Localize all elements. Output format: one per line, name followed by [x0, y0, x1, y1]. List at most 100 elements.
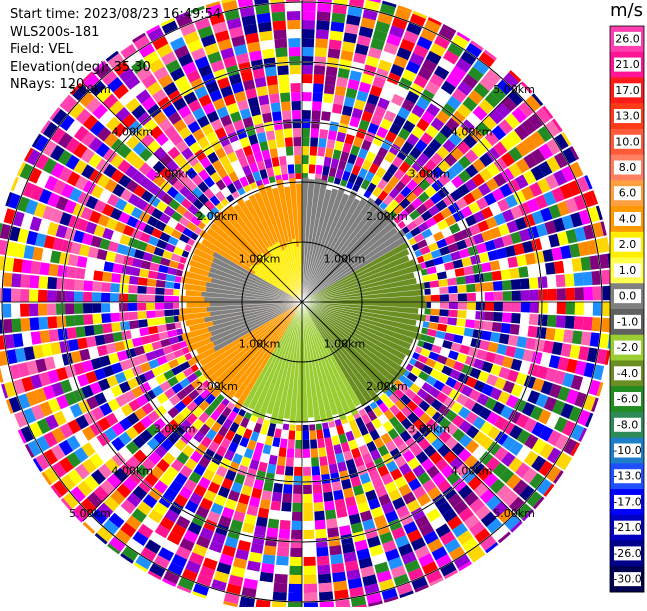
noise-gate — [529, 289, 539, 301]
noise-gate — [408, 478, 422, 491]
noise-gate — [448, 350, 459, 361]
noise-gate — [39, 262, 50, 276]
noise-gate — [244, 513, 257, 525]
noise-gate — [153, 247, 165, 257]
noise-gate — [302, 163, 309, 174]
noise-gate — [138, 319, 148, 328]
noise-gate — [184, 500, 199, 514]
noise-gate — [343, 487, 354, 499]
noise-gate — [529, 302, 539, 313]
noise-gate — [155, 295, 165, 302]
noise-gate — [445, 376, 457, 389]
noise-gate — [565, 302, 575, 315]
noise-gate — [85, 257, 97, 270]
noise-gate — [327, 130, 338, 141]
colorbar-tick-label: 1.0 — [619, 264, 637, 277]
noise-gate — [450, 189, 463, 202]
start-time-value: 2023/08/23 16:49:54 — [83, 7, 222, 22]
noise-gate — [230, 111, 242, 123]
noise-gate — [497, 531, 511, 544]
noise-gate — [20, 318, 31, 332]
noise-gate — [43, 431, 58, 448]
noise-gate — [468, 89, 484, 105]
noise-gate — [205, 549, 221, 562]
noise-gate — [136, 66, 152, 82]
noise-gate — [180, 22, 197, 37]
noise-gate — [132, 141, 147, 156]
noise-gate — [245, 88, 258, 100]
noise-gate — [302, 1, 316, 12]
signal-gate — [303, 190, 358, 299]
noise-gate — [137, 501, 153, 516]
noise-gate — [439, 124, 454, 139]
noise-gate — [570, 442, 580, 457]
noise-gate — [600, 269, 611, 285]
noise-gate — [110, 231, 123, 243]
noise-gate — [472, 416, 486, 430]
noise-gate — [536, 223, 548, 237]
noise-gate — [265, 130, 276, 141]
noise-gate — [406, 133, 420, 146]
noise-gate — [35, 233, 47, 248]
noise-gate — [2, 272, 13, 287]
noise-gate — [391, 156, 404, 168]
noise-gate — [546, 156, 561, 173]
noise-gate — [353, 456, 365, 468]
noise-gate — [193, 463, 206, 477]
noise-gate — [379, 531, 394, 544]
noise-gate — [60, 474, 76, 491]
noise-gate — [302, 137, 310, 147]
noise-gate — [145, 154, 159, 168]
noise-gate — [342, 142, 352, 154]
noise-gate — [372, 76, 386, 89]
noise-gate — [595, 348, 608, 365]
noise-gate — [268, 454, 278, 465]
noise-gate — [414, 360, 425, 371]
colorbar-tick-label: -10.0 — [613, 444, 641, 457]
noise-gate — [231, 139, 242, 152]
noise-gate — [421, 364, 433, 375]
noise-gate — [243, 79, 256, 91]
noise-gate — [295, 439, 302, 449]
noise-gate — [383, 110, 397, 123]
noise-gate — [425, 81, 440, 95]
noise-gate — [73, 159, 88, 175]
noise-gate — [73, 125, 89, 142]
noise-gate — [417, 191, 430, 204]
noise-gate — [396, 505, 410, 518]
noise-gate — [538, 161, 553, 177]
noise-gate — [134, 126, 149, 141]
noise-gate — [119, 90, 135, 106]
noise-gate — [174, 472, 188, 486]
noise-gate — [396, 47, 412, 61]
noise-gate — [102, 519, 119, 536]
noise-gate — [442, 340, 453, 350]
noise-gate — [252, 68, 265, 79]
noise-gate — [173, 192, 186, 204]
noise-gate — [477, 220, 490, 233]
noise-gate — [494, 416, 508, 430]
noise-gate — [234, 90, 247, 103]
noise-gate — [190, 5, 205, 14]
noise-gate — [157, 96, 172, 111]
noise-gate — [13, 178, 28, 195]
noise-gate — [294, 164, 302, 174]
noise-gate — [208, 540, 224, 554]
noise-gate — [175, 140, 189, 153]
noise-gate — [101, 282, 111, 292]
noise-gate — [368, 469, 381, 481]
noise-gate — [327, 48, 341, 59]
noise-gate — [164, 302, 174, 310]
noise-gate — [338, 433, 348, 444]
noise-gate — [425, 124, 439, 138]
noise-gate — [542, 340, 554, 354]
noise-gate — [317, 146, 326, 157]
noise-gate — [388, 175, 400, 188]
noise-gate — [101, 203, 115, 217]
noise-gate — [64, 391, 78, 406]
noise-gate — [292, 493, 302, 504]
noise-gate — [232, 453, 243, 465]
noise-gate — [272, 437, 281, 448]
noise-gate — [176, 355, 188, 365]
noise-gate — [402, 377, 414, 389]
